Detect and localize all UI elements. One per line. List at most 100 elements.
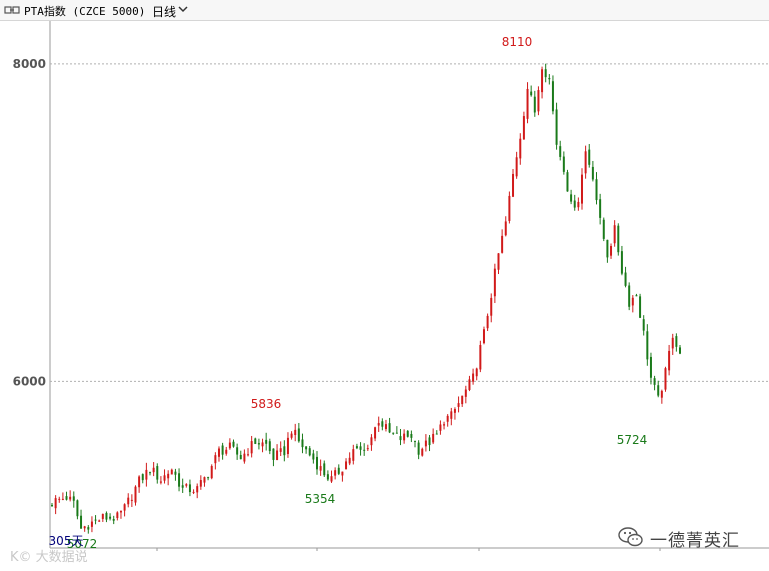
candle-body <box>570 194 573 202</box>
candle-body <box>639 296 642 318</box>
candle-body <box>192 491 195 493</box>
candle-body <box>472 373 475 382</box>
candle-body <box>475 368 478 377</box>
candle-body <box>352 449 355 461</box>
candle-body <box>348 457 351 464</box>
candle-body <box>671 337 674 349</box>
candle-body <box>559 146 562 157</box>
candle-body <box>602 219 605 239</box>
candle-body <box>294 429 297 436</box>
candle-body <box>312 453 315 460</box>
candle-body <box>156 466 159 480</box>
candle-body <box>345 461 348 470</box>
candle-body <box>493 268 496 297</box>
candle-body <box>537 90 540 112</box>
candle-body <box>210 466 213 479</box>
candle-body <box>464 389 467 397</box>
candle-body <box>526 88 529 119</box>
chevron-down-icon[interactable] <box>178 5 188 13</box>
candle-body <box>283 446 286 456</box>
candle-body <box>105 512 108 520</box>
candle-body <box>265 439 268 444</box>
candle-body <box>599 199 602 218</box>
candle-body <box>127 497 130 505</box>
candle-body <box>453 409 456 413</box>
price-annotation: 5354 <box>305 492 336 506</box>
link-icon[interactable] <box>4 4 20 16</box>
candle-body <box>203 477 206 483</box>
candle-body <box>61 498 64 500</box>
candle-body <box>384 424 387 430</box>
candle-body <box>243 453 246 462</box>
candle-body <box>178 473 181 487</box>
candle-body <box>279 448 282 452</box>
candle-body <box>628 285 631 307</box>
candle-body <box>610 246 613 256</box>
candle-body <box>83 526 86 529</box>
candle-body <box>486 315 489 329</box>
brand-watermark: 一德菁英汇 <box>616 524 766 552</box>
candle-body <box>675 336 678 347</box>
candle-body <box>51 504 53 506</box>
period-selector[interactable]: 日线 <box>152 5 177 19</box>
candle-body <box>642 319 645 331</box>
candle-body <box>395 432 398 434</box>
candle-body <box>174 471 177 475</box>
candle-body <box>326 474 329 480</box>
source-watermark-text: K© 大数据说 <box>10 550 88 565</box>
candle-body <box>580 174 583 204</box>
candle-body <box>551 81 554 112</box>
candle-body <box>399 436 402 441</box>
candle-body <box>69 496 72 500</box>
candle-body <box>370 437 373 446</box>
candle-body <box>595 179 598 201</box>
candle-body <box>65 496 68 500</box>
candle-body <box>236 447 239 455</box>
candle-body <box>417 442 420 455</box>
candle-body <box>58 498 61 500</box>
candle-body <box>548 77 551 80</box>
candle-body <box>272 448 275 460</box>
price-annotation: 5724 <box>617 433 648 447</box>
candle-body <box>468 379 471 390</box>
brand-watermark-text: 一德菁英汇 <box>650 531 740 551</box>
candle-body <box>323 463 326 476</box>
candle-body <box>196 486 199 493</box>
candle-body <box>660 390 663 398</box>
candle-body <box>366 448 369 450</box>
candle-body <box>515 157 518 177</box>
candle-body <box>497 253 500 270</box>
candle-body <box>519 138 522 159</box>
candle-body <box>214 455 217 464</box>
candle-body <box>334 470 337 476</box>
candle-body <box>606 239 609 258</box>
candle-body <box>145 469 148 480</box>
candle-body <box>359 446 362 450</box>
candle-body <box>76 500 79 517</box>
candle-body <box>141 474 144 481</box>
candle-body <box>646 331 649 360</box>
candle-body <box>588 149 591 165</box>
candle-body <box>439 424 442 431</box>
candle-body <box>315 456 318 470</box>
candle-body <box>268 441 271 452</box>
candle-body <box>341 471 344 476</box>
candle-body <box>566 172 569 192</box>
candle-body <box>290 433 293 438</box>
candle-body <box>199 480 202 487</box>
candle-body <box>461 395 464 405</box>
candle-body <box>337 467 340 474</box>
candle-body <box>247 454 250 456</box>
candle-body <box>159 481 162 483</box>
candle-body <box>432 433 435 443</box>
price-annotation: 5072 <box>67 537 98 551</box>
candle-body <box>501 235 504 253</box>
candle-body <box>87 527 90 530</box>
candle-body <box>544 69 547 78</box>
candle-body <box>388 423 391 433</box>
candle-body <box>591 166 594 180</box>
candle-body <box>562 156 565 172</box>
candle-body <box>301 439 304 448</box>
candle-body <box>257 443 260 445</box>
candle-body <box>512 173 515 197</box>
